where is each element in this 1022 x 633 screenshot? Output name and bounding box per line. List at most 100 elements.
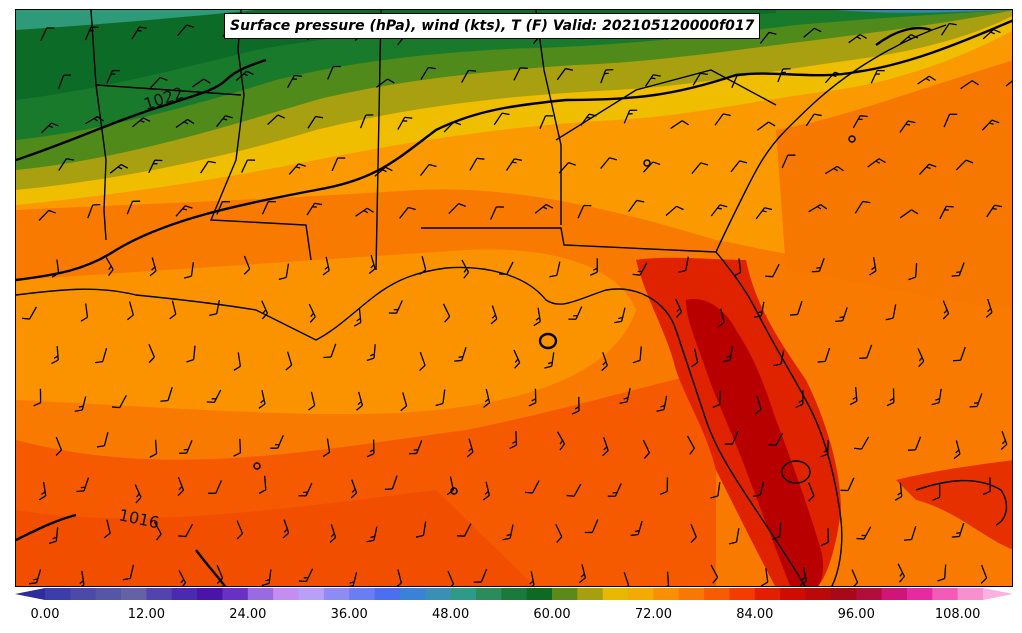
colorbar-segment (323, 588, 350, 600)
colorbar-extend-high (983, 588, 1013, 600)
colorbar-segment (957, 588, 984, 600)
wind-barb (28, 569, 42, 585)
wind-barb (765, 263, 780, 278)
wind-barb (183, 262, 195, 279)
wind-barb (899, 34, 919, 45)
wind-barb (601, 352, 608, 372)
wind-barb (95, 347, 108, 364)
wind-barb (509, 431, 518, 450)
wind-barb (466, 438, 474, 458)
wind-barb (953, 440, 961, 460)
wind-barb (659, 477, 669, 495)
wind-barb (112, 395, 127, 409)
wind-barb (40, 27, 55, 41)
wind-barb (327, 65, 341, 80)
colorbar-segment (932, 588, 959, 600)
wind-barb (415, 521, 427, 538)
wind-barb (87, 203, 101, 219)
wind-barb (38, 209, 57, 221)
wind-barb (795, 390, 804, 408)
wind-barb (899, 120, 916, 133)
wind-barb (578, 564, 587, 584)
isobar-small-gulf (253, 462, 261, 470)
wind-barb (803, 27, 822, 38)
wind-barb (642, 439, 651, 459)
colorbar-segment (754, 588, 781, 600)
wind-barb (456, 523, 472, 537)
wind-barb (1005, 76, 1012, 87)
temperature-fill-coastal-orange (16, 249, 636, 415)
colorbar-segment (678, 588, 705, 600)
map-panel: 1022 1016 (15, 9, 1013, 587)
wind-barb (178, 570, 187, 586)
wind-barb (388, 300, 403, 314)
wind-barb (177, 476, 185, 497)
wind-barb (58, 158, 74, 171)
colorbar-segment (450, 588, 477, 600)
lake-okeechobee (781, 460, 811, 484)
wind-barb (216, 115, 233, 128)
colorbar-segment (298, 588, 325, 600)
wind-barb (848, 33, 867, 44)
wind-barb (261, 300, 269, 320)
wind-barb (943, 113, 958, 128)
wind-barb (109, 163, 129, 174)
wind-barb (632, 346, 642, 364)
wind-barb (885, 304, 897, 321)
wind-barb (58, 74, 72, 89)
wind-barb (375, 78, 395, 88)
wind-barb (150, 76, 168, 89)
state-border-alabama-georgia (535, 10, 562, 225)
wind-barb (919, 163, 937, 175)
state-border-mississippi-alabama (375, 10, 382, 271)
wind-barb (77, 570, 85, 586)
wind-barb (752, 481, 765, 498)
wind-barb (821, 528, 829, 546)
colorbar (15, 588, 1013, 600)
wind-barb (691, 348, 699, 368)
wind-barb (768, 432, 784, 446)
map-title: Surface pressure (hPa), wind (kts), T (F… (224, 13, 761, 39)
state-border-florida-north (421, 227, 717, 253)
wind-barb (982, 477, 991, 496)
colorbar-tick-label: 60.00 (533, 607, 571, 622)
wind-barb (482, 481, 490, 501)
wind-barb (446, 476, 455, 496)
wind-barb (469, 157, 485, 171)
wind-barb (656, 395, 668, 412)
wind-barb (533, 307, 541, 327)
wind-barb (473, 568, 488, 583)
wind-barb (932, 483, 941, 501)
wind-barb (722, 345, 734, 363)
wind-barb (820, 440, 829, 458)
wind-barb (602, 437, 609, 457)
wind-barb (981, 119, 1000, 131)
colorbar-segment (501, 588, 528, 600)
state-border-mississippi-river (209, 10, 312, 261)
wind-barb (149, 257, 157, 277)
wind-barb (442, 303, 451, 323)
wind-barb (366, 439, 375, 458)
colorbar-tick-label: 0.00 (30, 607, 60, 622)
wind-barb (285, 351, 293, 371)
wind-barb (490, 305, 498, 325)
wind-barb (678, 256, 689, 273)
wind-barb (908, 263, 918, 281)
wind-barbs (21, 22, 1012, 586)
wind-barb (448, 202, 466, 215)
wind-barb (258, 390, 266, 409)
temperature-fill-teal (16, 10, 256, 30)
wind-barb (756, 121, 776, 131)
wind-barb (356, 391, 364, 411)
colorbar-segment (704, 588, 730, 600)
wind-barb (942, 300, 950, 320)
colorbar-tick-label: 36.00 (330, 607, 368, 622)
wind-barb (394, 569, 403, 586)
wind-barb (122, 564, 135, 581)
wind-barb (753, 301, 765, 318)
wind-barb (630, 520, 643, 537)
wind-barb (777, 68, 791, 83)
wind-barb (781, 154, 796, 169)
wind-barb (899, 209, 919, 219)
wind-barb (169, 300, 177, 320)
